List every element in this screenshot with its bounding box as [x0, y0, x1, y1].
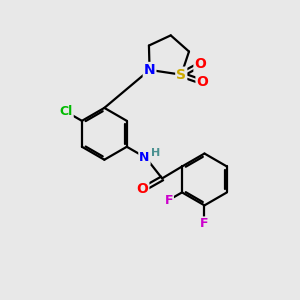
Text: O: O: [194, 57, 206, 71]
Text: F: F: [164, 194, 173, 207]
Text: N: N: [144, 63, 155, 77]
Text: H: H: [151, 148, 160, 158]
Text: S: S: [176, 68, 186, 82]
Text: F: F: [200, 218, 209, 230]
Text: O: O: [136, 182, 148, 196]
Text: N: N: [139, 151, 150, 164]
Text: O: O: [196, 75, 208, 89]
Text: Cl: Cl: [59, 105, 73, 118]
